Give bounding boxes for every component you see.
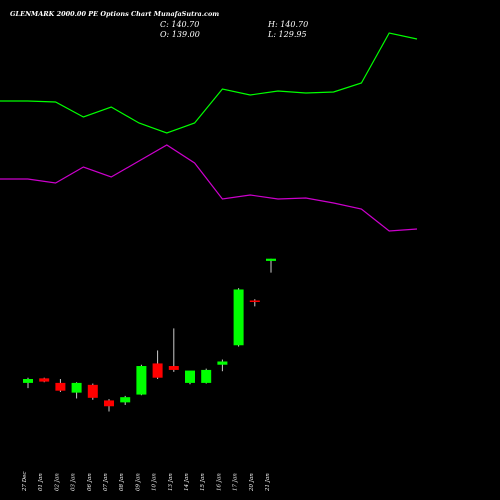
candle <box>39 377 50 383</box>
candle <box>104 399 114 412</box>
x-tick-label: 01 Jan <box>38 473 44 491</box>
candles <box>23 258 276 412</box>
candle <box>168 328 179 372</box>
candle-body-up <box>233 289 244 346</box>
candle <box>217 359 228 372</box>
x-tick-label: 20 Jan <box>249 473 255 492</box>
candle <box>185 370 195 385</box>
candle-body-down <box>87 384 98 398</box>
candle-body-up <box>23 379 33 383</box>
candle <box>152 350 163 380</box>
indicator-line-2 <box>0 144 418 232</box>
candle-body-down <box>168 366 179 370</box>
indicator-lines <box>0 32 418 232</box>
x-tick-label: 17 Jan <box>233 473 239 491</box>
candle <box>71 382 82 399</box>
x-tick-label: 21 Jan <box>265 473 271 492</box>
indicator-line-1 <box>0 32 418 134</box>
candle <box>233 288 244 347</box>
x-tick-label: 14 Jan <box>184 473 190 491</box>
x-tick-label: 09 Jan <box>135 473 141 491</box>
candle-body-down <box>249 300 260 302</box>
candle-body-up <box>136 366 147 395</box>
candle <box>249 299 260 307</box>
candle-body-up <box>217 361 228 365</box>
x-tick-label: 07 Jan <box>103 473 109 491</box>
x-tick-label: 15 Jan <box>200 473 206 491</box>
candle-body-down <box>152 363 163 378</box>
candle-body-up <box>266 258 276 261</box>
candle-body-down <box>39 378 50 382</box>
close-value: C: 140.70 <box>160 20 199 29</box>
x-tick-label: 08 Jan <box>119 473 125 491</box>
x-tick-label: 10 Jan <box>152 473 158 491</box>
open-value: O: 139.00 <box>160 30 200 39</box>
candle <box>87 383 98 400</box>
candle <box>266 258 276 273</box>
high-value: H: 140.70 <box>267 20 308 29</box>
candle-body-up <box>120 397 131 403</box>
candle <box>23 377 33 389</box>
candle-body-up <box>71 382 82 393</box>
x-tick-label: 13 Jan <box>168 473 174 491</box>
candle <box>120 395 131 405</box>
x-tick-label: 06 Jan <box>87 473 93 491</box>
x-axis-ticks: 27 Dec 01 Jan 02 Jan 03 Jan 06 Jan 07 Jan 08 J… <box>22 472 271 493</box>
x-tick-label: 02 Jan <box>54 473 60 491</box>
candle-body-down <box>55 382 66 391</box>
candle-body-down <box>104 400 114 407</box>
candle <box>136 364 147 396</box>
x-tick-label: 16 Jan <box>216 473 222 491</box>
chart-title: GLENMARK 2000.00 PE Options Chart Munafa… <box>10 10 219 18</box>
x-tick-label: 27 Dec <box>22 472 28 493</box>
candle <box>55 379 66 392</box>
x-tick-label: 03 Jan <box>71 473 77 491</box>
low-value: L: 129.95 <box>267 30 307 39</box>
candle <box>201 368 212 384</box>
candle-body-up <box>201 369 212 383</box>
candle-body-up <box>185 370 195 383</box>
